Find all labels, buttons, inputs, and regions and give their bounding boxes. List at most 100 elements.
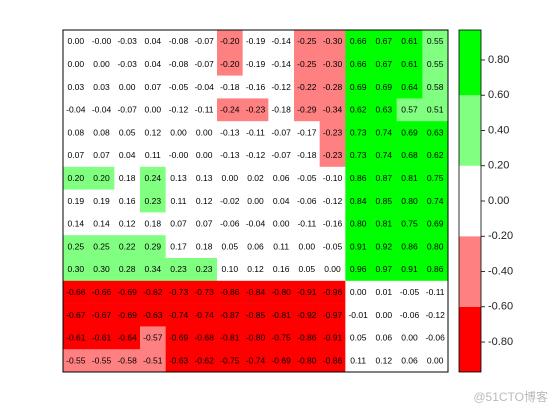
cell-label: 0.16 (119, 196, 136, 206)
heatmap-cell (242, 349, 269, 373)
heatmap-cell (422, 303, 449, 327)
heatmap-cell (422, 235, 449, 259)
heatmap-cell (165, 303, 192, 327)
heatmap-cell (396, 349, 423, 373)
heatmap-cell (191, 75, 218, 99)
heatmap-cell (396, 144, 423, 168)
heatmap-cell (345, 303, 372, 327)
cell-label: -0.11 (426, 287, 445, 297)
colorbar-tick-label: 0.60 (488, 89, 509, 101)
cell-label: 0.01 (376, 287, 393, 297)
heatmap-cell (140, 166, 166, 190)
cell-label: -0.11 (195, 105, 214, 115)
heatmap-cell (217, 303, 243, 327)
heatmap-cell (114, 303, 141, 327)
cell-label: -0.87 (220, 310, 240, 320)
heatmap-cell (319, 326, 346, 350)
cell-label: 0.18 (145, 219, 162, 229)
cell-label: -0.14 (271, 59, 291, 69)
heatmap-cell (191, 30, 218, 54)
heatmap-cell (345, 52, 372, 76)
heatmap-cell (422, 258, 449, 282)
heatmap-cell (191, 189, 218, 213)
cell-label: 0.00 (145, 105, 162, 115)
cell-label: -0.30 (323, 36, 343, 46)
cell-label: 0.13 (196, 173, 213, 183)
colorbar-tick-label: 0.00 (488, 195, 509, 207)
heatmap-cell (140, 75, 166, 99)
cell-label: 0.19 (93, 196, 110, 206)
cell-label: -0.69 (117, 310, 137, 320)
cell-label: 0.63 (427, 127, 444, 137)
cell-label: -0.23 (323, 150, 343, 160)
cell-label: -0.51 (143, 355, 163, 365)
heatmap-cell (165, 189, 192, 213)
heatmap-cell (242, 121, 269, 145)
heatmap-cell (191, 303, 218, 327)
heatmap-cell (268, 235, 295, 259)
heatmap-cell (165, 166, 192, 190)
heatmap-cell (63, 326, 89, 350)
cell-label: -0.75 (271, 333, 291, 343)
heatmap-cell (114, 258, 141, 282)
heatmap-cell (217, 258, 243, 282)
cell-label: -0.06 (297, 196, 317, 206)
heatmap-cell (268, 75, 295, 99)
heatmap-cell (165, 258, 192, 282)
heatmap-cell (63, 189, 89, 213)
heatmap-cell (114, 189, 141, 213)
cell-label: -0.29 (297, 105, 317, 115)
cell-label: -0.12 (246, 150, 266, 160)
heatmap-cell (63, 349, 89, 373)
colorbar-segment (459, 95, 481, 166)
cell-label: 0.30 (93, 264, 110, 274)
cell-label: 0.67 (376, 59, 393, 69)
cell-label: -0.08 (169, 36, 189, 46)
cell-label: -0.86 (220, 287, 240, 297)
heatmap-cell (422, 349, 449, 373)
heatmap: 0.00 -0.00 -0.03 0.04 -0.08 -0.07 -0.20 -0.19 -0… (63, 30, 449, 373)
heatmap-cell (63, 30, 89, 54)
heatmap-cell (63, 166, 89, 190)
heatmap-cell (345, 98, 372, 122)
heatmap-cell (242, 75, 269, 99)
cell-label: -0.81 (220, 333, 240, 343)
plot-frame (62, 29, 449, 373)
heatmap-cell (371, 189, 397, 213)
heatmap-cell (191, 280, 218, 304)
cell-label: -0.05 (169, 82, 189, 92)
cell-label: 0.07 (145, 82, 162, 92)
heatmap-cell (63, 280, 89, 304)
heatmap-cell (114, 75, 141, 99)
heatmap-cell (319, 166, 346, 190)
heatmap-cell (294, 349, 320, 373)
cell-label: 0.00 (427, 355, 444, 365)
cell-label: 0.02 (247, 173, 264, 183)
cell-label: 0.08 (68, 127, 85, 137)
cell-label: 0.68 (401, 150, 418, 160)
cell-label: 0.63 (376, 105, 393, 115)
heatmap-cell (294, 235, 320, 259)
heatmap-cell (371, 98, 397, 122)
heatmap-cell (191, 144, 218, 168)
cell-label: -0.04 (246, 219, 266, 229)
heatmap-cell (242, 235, 269, 259)
heatmap-cell (268, 258, 295, 282)
cell-label: -0.04 (92, 105, 112, 115)
cell-label: -0.97 (323, 310, 343, 320)
heatmap-cell (396, 98, 423, 122)
cell-label: 0.14 (93, 219, 110, 229)
heatmap-cell (345, 166, 372, 190)
heatmap-cell (396, 303, 423, 327)
cell-label: 0.07 (93, 150, 110, 160)
cell-label: 0.81 (376, 219, 393, 229)
heatmap-cell (88, 144, 115, 168)
watermark: @51CTO博客 (473, 389, 548, 404)
cell-label: 0.17 (170, 241, 187, 251)
heatmap-cell (114, 98, 141, 122)
cell-label: -0.03 (117, 59, 137, 69)
heatmap-cell (88, 189, 115, 213)
heatmap-cell (319, 98, 346, 122)
heatmap-cell (345, 280, 372, 304)
heatmap-cell (217, 144, 243, 168)
